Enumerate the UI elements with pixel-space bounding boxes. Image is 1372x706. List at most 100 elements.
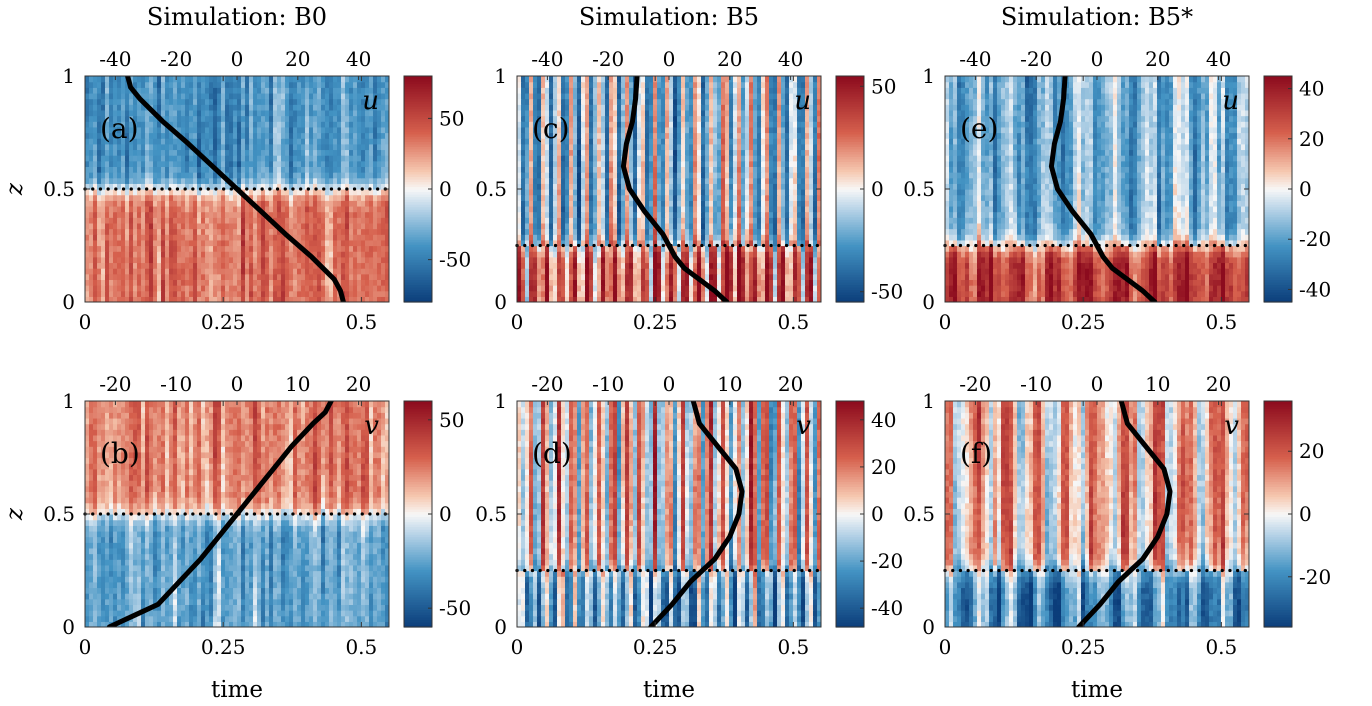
heatmap-cell xyxy=(189,514,194,521)
heatmap-cell xyxy=(165,290,170,297)
heatmap-cell xyxy=(193,98,198,105)
heatmap-cell xyxy=(325,542,330,549)
heatmap-cell xyxy=(353,189,358,196)
heatmap-cell xyxy=(277,604,282,611)
heatmap-cell xyxy=(133,189,138,196)
heatmap-cell xyxy=(121,132,126,139)
heatmap-cell xyxy=(197,81,202,88)
colorbar-band xyxy=(404,108,432,112)
heatmap-cell xyxy=(309,104,314,111)
heatmap-cell xyxy=(257,251,262,258)
heatmap-cell xyxy=(261,290,266,297)
heatmap-cell xyxy=(305,296,310,302)
heatmap-cell xyxy=(353,547,358,555)
heatmap-cell xyxy=(349,155,354,162)
heatmap-cell xyxy=(361,547,366,555)
heatmap-cell xyxy=(385,194,389,201)
heatmap-cell xyxy=(189,200,194,207)
heatmap-cell xyxy=(337,547,342,555)
heatmap-cell xyxy=(313,262,318,269)
heatmap-cell xyxy=(337,239,342,247)
heatmap-cell xyxy=(229,143,234,151)
heatmap-cell xyxy=(305,273,310,280)
heatmap-cell xyxy=(113,536,118,543)
heatmap-cell xyxy=(385,593,389,600)
heatmap-cell xyxy=(257,610,262,617)
heatmap-cell xyxy=(381,542,386,549)
heatmap-cell xyxy=(229,542,234,549)
heatmap-cell xyxy=(129,189,134,196)
heatmap-cell xyxy=(357,245,362,252)
heatmap-cell xyxy=(145,268,150,275)
heatmap-cell xyxy=(329,542,334,549)
heatmap-cell xyxy=(117,87,122,94)
heatmap-cell xyxy=(149,115,154,122)
heatmap-cell xyxy=(321,525,326,532)
heatmap-cell xyxy=(181,615,186,622)
heatmap-cell xyxy=(205,519,210,526)
heatmap-cell xyxy=(201,256,206,264)
heatmap-cell xyxy=(125,525,130,532)
heatmap-cell xyxy=(101,205,106,213)
heatmap-cell xyxy=(305,200,310,207)
heatmap-cell xyxy=(273,615,278,622)
heatmap-cell xyxy=(161,205,166,213)
colorbar-band xyxy=(404,136,432,140)
heatmap-cell xyxy=(261,177,266,184)
heatmap-cell xyxy=(189,155,194,162)
heatmap-cell xyxy=(249,205,254,213)
heatmap-cell xyxy=(313,604,318,611)
heatmap-cell xyxy=(325,160,330,167)
heatmap-cell xyxy=(125,98,130,105)
heatmap-cell xyxy=(225,245,230,252)
heatmap-cell xyxy=(205,166,210,173)
heatmap-cell xyxy=(373,76,378,83)
heatmap-cell xyxy=(345,132,350,139)
heatmap-cell xyxy=(97,530,102,538)
heatmap-cell xyxy=(173,570,178,577)
heatmap-cell xyxy=(265,268,270,275)
colorbar-band xyxy=(404,123,432,127)
heatmap-cell xyxy=(257,239,262,247)
heatmap-cell xyxy=(217,491,222,498)
heatmap-cell xyxy=(293,115,298,122)
heatmap-cell xyxy=(121,553,126,560)
heatmap-cell xyxy=(133,604,138,611)
heatmap-cell xyxy=(321,189,326,196)
heatmap-cell xyxy=(169,155,174,162)
heatmap-cell xyxy=(233,256,238,264)
heatmap-cell xyxy=(353,115,358,122)
heatmap-cell xyxy=(305,217,310,224)
heatmap-cell xyxy=(329,239,334,247)
heatmap-cell xyxy=(217,132,222,139)
heatmap-cell xyxy=(101,497,106,504)
heatmap-cell xyxy=(305,143,310,151)
heatmap-cell xyxy=(213,160,218,167)
heatmap-cell xyxy=(145,285,150,292)
heatmap-cell xyxy=(337,514,342,521)
heatmap-cell xyxy=(317,530,322,538)
heatmap-cell xyxy=(353,155,358,162)
heatmap-cell xyxy=(133,290,138,297)
heatmap-cell xyxy=(121,189,126,196)
heatmap-cell xyxy=(281,491,286,498)
heatmap-cell xyxy=(205,222,210,230)
heatmap-cell xyxy=(373,205,378,213)
heatmap-cell xyxy=(125,610,130,617)
heatmap-cell xyxy=(345,172,350,179)
heatmap-cell xyxy=(301,581,306,589)
heatmap-cell xyxy=(385,530,389,538)
heatmap-cell xyxy=(105,81,110,88)
heatmap-cell xyxy=(269,279,274,286)
heatmap-cell xyxy=(125,81,130,88)
heatmap-cell xyxy=(369,615,374,622)
heatmap-cell xyxy=(245,217,250,224)
heatmap-cell xyxy=(373,109,378,117)
heatmap-cell xyxy=(241,285,246,292)
heatmap-cell xyxy=(185,553,190,560)
heatmap-cell xyxy=(105,279,110,286)
heatmap-cell xyxy=(117,559,122,566)
heatmap-cell xyxy=(177,228,182,235)
heatmap-cell xyxy=(341,621,346,627)
